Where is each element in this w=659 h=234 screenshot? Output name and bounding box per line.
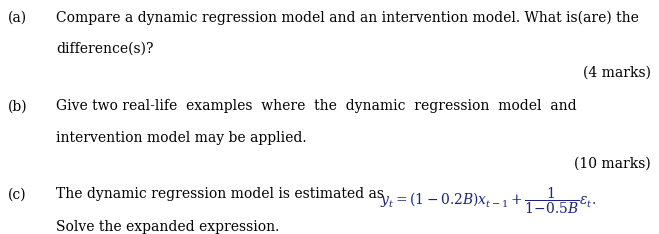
Text: Solve the expanded expression.: Solve the expanded expression. <box>56 220 279 234</box>
Text: (a): (a) <box>8 11 27 25</box>
Text: The dynamic regression model is estimated as: The dynamic regression model is estimate… <box>56 187 384 201</box>
Text: Compare a dynamic regression model and an intervention model. What is(are) the: Compare a dynamic regression model and a… <box>56 11 639 25</box>
Text: (c): (c) <box>8 187 26 201</box>
Text: (10 marks): (10 marks) <box>575 157 651 171</box>
Text: difference(s)?: difference(s)? <box>56 42 154 56</box>
Text: (4 marks): (4 marks) <box>583 66 651 80</box>
Text: intervention model may be applied.: intervention model may be applied. <box>56 131 306 145</box>
Text: $\mathit{y}_{t} = (1 - 0.2B)x_{t-1} + \dfrac{1}{1{-}0.5B}\varepsilon_{t}.$: $\mathit{y}_{t} = (1 - 0.2B)x_{t-1} + \d… <box>380 186 596 216</box>
Text: Give two real-life  examples  where  the  dynamic  regression  model  and: Give two real-life examples where the dy… <box>56 99 577 113</box>
Text: (b): (b) <box>8 99 28 113</box>
